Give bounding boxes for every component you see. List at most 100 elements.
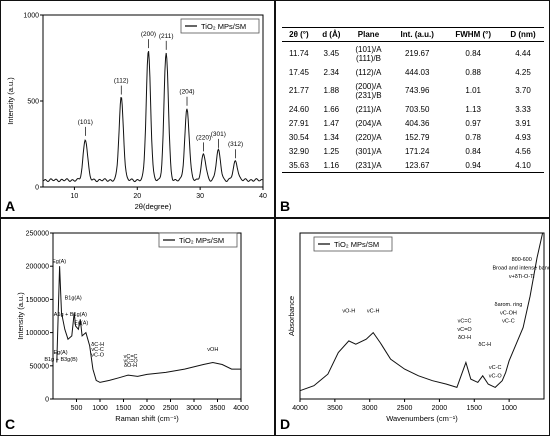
table-cell: (211)/A: [355, 104, 382, 114]
table-cell: 1.34: [323, 132, 340, 142]
table-cell: 171.24: [404, 146, 430, 156]
y-tick-label: 0: [35, 185, 39, 192]
column-header: Int. (a.u.): [390, 27, 445, 42]
table-cell: 27.91: [288, 118, 309, 128]
series-line: [56, 266, 241, 383]
table-cell: 404.36: [404, 118, 430, 128]
panel-c: 500 1000 1500 2000 2500 3000 3500 4000 0 50000 100…: [0, 218, 275, 436]
table-cell: 3.33: [515, 104, 531, 114]
column-header: 2θ (°): [282, 27, 316, 42]
table-cell: (204)/A: [355, 118, 382, 128]
table-cell: 4.44: [515, 49, 531, 58]
x-axis-label: Wavenumbers (cm⁻¹): [386, 414, 458, 423]
x-tick-label: 3500: [327, 405, 343, 412]
peak-label: (301): [211, 131, 226, 138]
x-tick-label: 2000: [139, 405, 155, 412]
legend-box: [313, 236, 393, 252]
x-tick-label: 1500: [466, 405, 482, 412]
peak-annotation: B1g + B3g(B): [44, 357, 77, 363]
x-tick-label: 4000: [292, 405, 308, 412]
peak-annotation: Eg(A): [52, 259, 66, 265]
xrd-table: 2θ (°) d (Å) Plane Int. (a.u.) FWHM (°) D (nm…: [282, 27, 544, 173]
table-cell: 35.63: [282, 158, 316, 173]
panel-b: 2θ (°) d (Å) Plane Int. (a.u.) FWHM (°) D (nm…: [275, 0, 550, 218]
table-cell: (301)/A: [355, 146, 382, 156]
legend-label: TiO₂ MPs/SM: [179, 236, 224, 245]
table-cell: 24.60: [288, 104, 309, 114]
legend-box: [180, 18, 260, 34]
table-cell: 0.97: [465, 118, 481, 128]
x-tick-label: 3000: [186, 405, 202, 412]
table-cell: 1.25: [323, 146, 340, 156]
peak-label: (101): [78, 119, 93, 126]
x-tick-label: 2500: [397, 405, 413, 412]
table-cell: 0.84: [465, 146, 481, 156]
peak-label: (112): [114, 78, 129, 85]
peak-label: (211): [159, 33, 174, 40]
band-annotation: ν+δTi-O-Ti: [509, 274, 535, 280]
band-annotation: νC-O: [489, 373, 503, 379]
x-tick-label: 1500: [116, 405, 132, 412]
table-header-row: 2θ (°) d (Å) Plane Int. (a.u.) FWHM (°) D (nm…: [282, 27, 544, 42]
peak-annotation: νOH: [207, 347, 218, 353]
y-axis-label: Intensity (a.u.): [6, 77, 15, 125]
table-cell: 17.45: [288, 67, 309, 77]
table-cell: 2.34: [323, 67, 340, 77]
y-tick-label: 50000: [30, 363, 50, 370]
table-cell: 21.77: [288, 86, 309, 95]
table-cell: 703.50: [404, 104, 430, 114]
table-body: 11.74 3.45 (101)/A (111)/B 219.67 0.84 4.44 17.…: [282, 42, 544, 173]
series-line: [299, 232, 544, 392]
plot-frame: [299, 232, 545, 400]
xrd-chart: 10 20 30 40 0 500 1000 2θ(degree) Intensity (a.u…: [6, 13, 267, 212]
table-cell: 3.91: [515, 118, 531, 128]
x-tick-label: 3000: [362, 405, 378, 412]
x-tick-label: 40: [259, 193, 267, 200]
peak-annotation: δC-H: [91, 342, 104, 348]
peak-label: (200): [141, 31, 156, 38]
table-cell: 0.94: [444, 158, 503, 173]
table-cell: 3.45: [323, 49, 340, 58]
peak-label: (312): [228, 141, 243, 148]
panel-label-b: B: [280, 198, 291, 214]
y-axis-label: Intensity (a.u.): [16, 292, 25, 340]
band-annotation: 800-600: [512, 257, 532, 263]
table-cell: 444.03: [404, 67, 430, 77]
band-annotation: νO-H: [342, 309, 355, 315]
table-cell: 0.78: [465, 132, 481, 142]
table-cell: (101)/A (111)/B: [355, 44, 382, 63]
table-row: 35.63 1.16 (231)/A 123.67 0.94 4.10: [282, 158, 544, 173]
table-cell: 1.88: [323, 86, 340, 95]
peak-annotation: Eg(A): [53, 350, 67, 356]
peak-annotation: B1g(A): [65, 295, 82, 301]
band-annotation: δO-H: [458, 335, 471, 341]
x-tick-label: 30: [196, 193, 204, 200]
x-tick-label: 10: [71, 193, 79, 200]
column-header: D (nm): [502, 27, 544, 42]
peak-annotation: δO-H: [124, 363, 137, 369]
band-annotation: δarom. ring: [495, 302, 523, 308]
table-row: 21.77 1.88 (200)/A (231)/B 743.96 1.01 3.70: [282, 79, 544, 102]
table-row: 11.74 3.45 (101)/A (111)/B 219.67 0.84 4.44: [282, 42, 544, 66]
table-row: 30.54 1.34 (220)/A 152.79 0.78 4.93: [282, 130, 544, 144]
table-cell: 1.66: [323, 104, 340, 114]
legend-label: TiO₂ MPs/SM: [334, 240, 379, 249]
table-cell: 4.56: [515, 146, 531, 156]
x-axis-label: 2θ(degree): [135, 202, 172, 211]
x-tick-label: 20: [133, 193, 141, 200]
column-header: FWHM (°): [444, 27, 503, 42]
column-header: Plane: [346, 27, 391, 42]
peak-annotation: Eg(A): [74, 321, 88, 327]
band-annotation: Broad and intense band: [492, 266, 550, 272]
band-annotation: νC=C: [458, 319, 472, 325]
x-tick-label: 2500: [163, 405, 179, 412]
y-tick-label: 200000: [26, 264, 49, 271]
table-cell: 1.13: [465, 104, 481, 114]
peak-annotation: νC-C: [91, 347, 104, 353]
y-tick-label: 150000: [26, 297, 49, 304]
table-cell: 4.25: [515, 67, 531, 77]
column-header: d (Å): [315, 27, 347, 42]
table-row: 17.45 2.34 (112)/A 444.03 0.88 4.25: [282, 65, 544, 79]
panel-d: 4000 3500 3000 2500 2000 1500 1000 Wavenumbers …: [275, 218, 550, 436]
table-cell: (220)/A: [355, 132, 382, 142]
